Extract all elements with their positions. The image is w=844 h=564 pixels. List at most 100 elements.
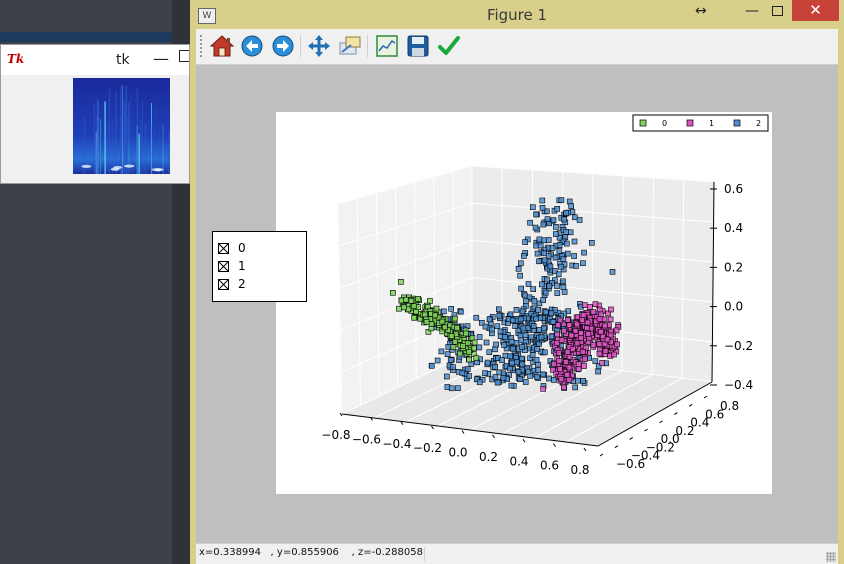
data-point-2 <box>522 292 528 299</box>
data-point-0 <box>411 315 417 321</box>
spectrogram-streak <box>144 123 147 174</box>
data-point-2 <box>448 306 454 312</box>
zoom-button[interactable] <box>337 33 363 59</box>
grid-line <box>471 277 714 303</box>
data-point-2 <box>525 281 532 287</box>
data-point-2 <box>508 338 515 345</box>
data-point-2 <box>493 341 499 348</box>
x-tick-label: 0.6 <box>540 459 559 473</box>
data-point-2 <box>531 298 538 304</box>
data-point-1 <box>555 350 562 356</box>
y-tick-label: −0.4 <box>631 449 660 463</box>
data-point-2 <box>517 332 524 339</box>
data-points <box>390 197 622 392</box>
data-point-2 <box>554 290 561 296</box>
legend-marker <box>686 119 694 127</box>
data-point-0 <box>390 290 396 296</box>
resize-arrows-icon[interactable]: ↔ <box>695 3 707 19</box>
spectrogram-streak <box>111 118 114 174</box>
checkbox-icon[interactable] <box>218 279 229 290</box>
data-point-1 <box>564 317 571 323</box>
data-point-2 <box>517 316 524 323</box>
checkbox-icon[interactable] <box>218 243 229 254</box>
data-point-1 <box>581 363 587 369</box>
tk-maximize-button[interactable] <box>179 50 189 62</box>
data-point-2 <box>540 297 547 303</box>
data-point-2 <box>544 276 550 283</box>
data-point-2 <box>551 307 558 313</box>
data-point-2 <box>561 216 567 223</box>
data-point-2 <box>550 217 557 223</box>
figure-canvas[interactable]: −0.8 −0.6 −0.4 −0.2 0.0 0.2 0.4 0.6 0.8 −0.6 −0.4−… <box>276 112 772 494</box>
legend-label: 1 <box>709 119 714 128</box>
figure-title: Figure 1 <box>486 6 548 24</box>
data-point-2 <box>553 231 559 237</box>
data-point-2 <box>484 359 491 366</box>
data-point-2 <box>558 263 564 270</box>
spectrogram-streak <box>100 118 102 174</box>
data-point-2 <box>499 357 505 363</box>
data-point-2 <box>545 253 552 259</box>
cursor-coordinates: x=0.338994 , y=0.855906 , z=-0.288058 <box>199 547 423 558</box>
configure-subplots-button[interactable] <box>374 33 400 59</box>
data-point-1 <box>583 325 590 331</box>
spectrogram-streak <box>107 121 109 174</box>
resize-grip-icon[interactable] <box>826 552 836 562</box>
edit-parameters-button[interactable] <box>436 33 462 59</box>
pan-button[interactable] <box>306 33 332 59</box>
data-point-0 <box>396 305 402 312</box>
data-point-2 <box>534 250 541 257</box>
data-point-0 <box>425 329 432 335</box>
data-point-1 <box>602 348 609 354</box>
data-point-2 <box>561 289 568 295</box>
grid-line <box>501 370 623 435</box>
back-button[interactable] <box>239 33 265 59</box>
data-point-1 <box>556 358 562 364</box>
close-button[interactable]: ✕ <box>792 0 839 21</box>
legend-marker <box>639 119 647 127</box>
data-point-1 <box>580 312 587 318</box>
data-point-2 <box>554 206 561 212</box>
checkbox-icon[interactable] <box>218 261 229 272</box>
status-divider <box>424 547 425 561</box>
spectrogram-streak <box>108 88 111 174</box>
data-point-0 <box>405 306 412 313</box>
data-point-1 <box>550 367 556 373</box>
maximize-button[interactable] <box>772 6 783 16</box>
forward-button[interactable] <box>270 33 296 59</box>
grid-line <box>338 202 473 247</box>
data-point-2 <box>556 234 563 241</box>
minimize-button[interactable]: — <box>745 3 759 19</box>
data-point-1 <box>578 330 584 336</box>
data-point-1 <box>601 316 608 323</box>
data-point-1 <box>561 327 567 334</box>
data-point-2 <box>546 283 553 289</box>
matplotlib-icon: W <box>198 8 216 24</box>
data-point-0 <box>398 297 405 304</box>
toolbar-separator <box>300 35 301 57</box>
grid-line <box>339 239 473 289</box>
data-point-1 <box>566 322 573 328</box>
grid-line <box>373 355 503 419</box>
z-tick-label: 0.2 <box>724 260 743 274</box>
data-point-2 <box>520 325 527 332</box>
grid-line <box>337 165 473 205</box>
data-point-0 <box>460 343 466 349</box>
save-button[interactable] <box>405 33 431 59</box>
data-point-2 <box>580 377 587 384</box>
toolbar-separator <box>367 35 368 57</box>
x-tick-label: −0.2 <box>413 441 442 455</box>
home-button[interactable] <box>209 33 235 59</box>
data-point-1 <box>566 376 573 383</box>
tk-minimize-button[interactable]: — <box>153 49 169 68</box>
grid-line <box>433 176 436 370</box>
tk-titlebar[interactable]: Tk tk — <box>1 45 189 75</box>
data-point-2 <box>560 284 567 290</box>
scatter-3d-chart[interactable]: −0.8 −0.6 −0.4 −0.2 0.0 0.2 0.4 0.6 0.8 −0.6−0.4−… <box>276 112 772 494</box>
tk-logo-icon: Tk <box>7 52 25 66</box>
data-point-1 <box>596 316 603 322</box>
data-point-0 <box>463 330 469 337</box>
x-tick <box>583 447 587 452</box>
data-point-2 <box>496 369 503 376</box>
spectrogram-streak <box>83 115 86 174</box>
